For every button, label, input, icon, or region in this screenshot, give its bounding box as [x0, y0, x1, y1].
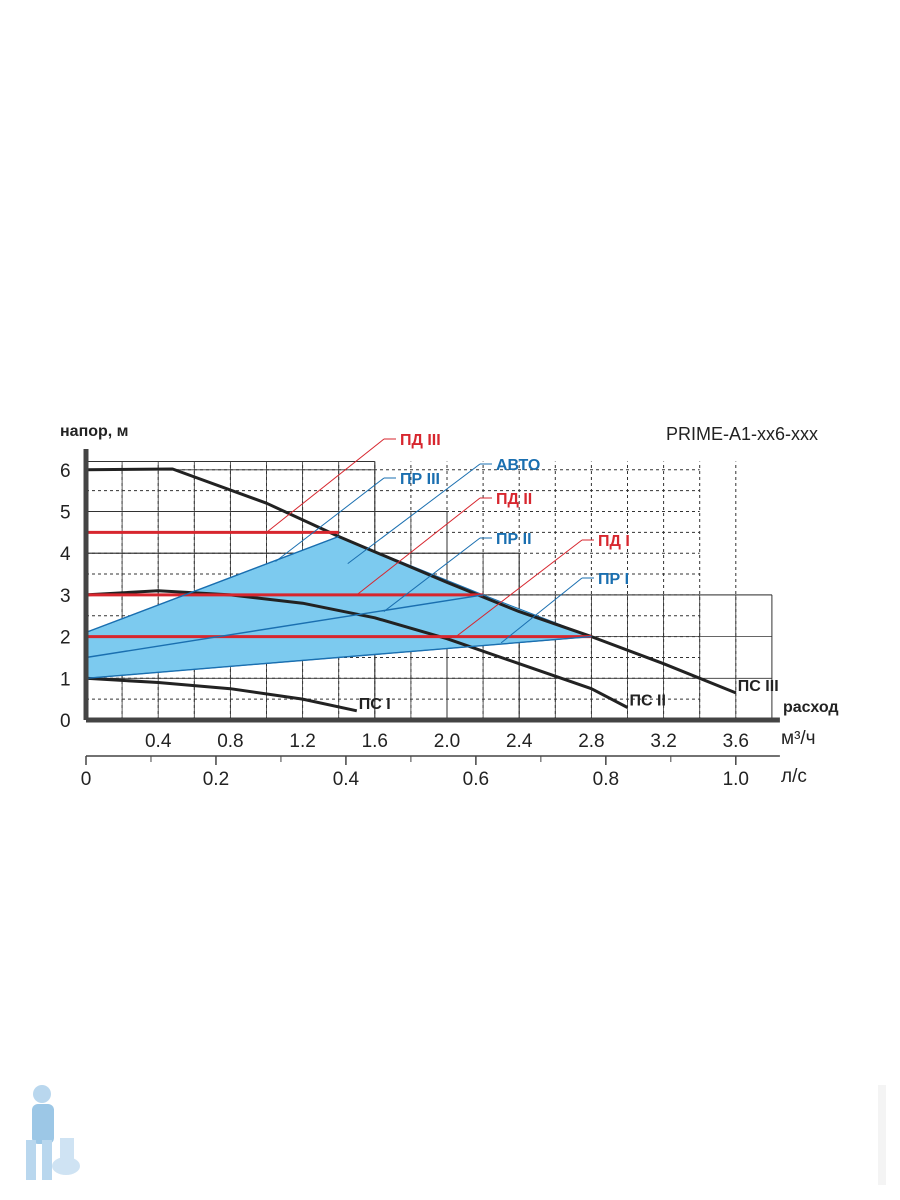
axes — [83, 448, 780, 757]
annotation-label: ПД II — [496, 491, 532, 508]
x-tick-label: 0.4 — [145, 731, 172, 752]
annotation-label: АВТО — [496, 457, 540, 474]
series-пс-i — [85, 676, 358, 713]
x2-tick-label: 0.4 — [333, 769, 360, 790]
annotation-leader — [266, 438, 385, 533]
annotation-leader — [347, 463, 481, 565]
y-tick-label: 2 — [60, 628, 71, 649]
x-tick-label: 2.8 — [578, 731, 604, 752]
watermark — [878, 1085, 886, 1185]
plumber-mascot-logo — [26, 1085, 80, 1180]
annotation-label: ПР III — [400, 471, 440, 488]
series-пр-ii — [85, 594, 484, 659]
annotation-leader — [500, 577, 583, 644]
annotation-leader — [383, 537, 481, 612]
x-tick-label: 3.2 — [650, 731, 676, 752]
x-tick-label: 3.6 — [723, 731, 749, 752]
annotation-label: ПД III — [400, 432, 441, 449]
annotation-leader — [356, 497, 481, 596]
series-пр-i — [85, 635, 592, 679]
annotation-label: ПД I — [598, 533, 630, 550]
y-tick-label: 6 — [60, 461, 71, 482]
series-label: ПС I — [359, 696, 391, 713]
chart-title: PRIME-A1-xx6-xxx — [666, 424, 818, 444]
x-axis-unit: м³/ч — [781, 728, 816, 749]
series-label: ПС III — [738, 678, 779, 695]
x2-tick-label: 0 — [81, 769, 92, 790]
y-tick-label: 0 — [60, 711, 71, 732]
x-tick-label: 1.6 — [362, 731, 388, 752]
x2-tick-label: 0.6 — [463, 769, 489, 790]
series-пс-ii — [85, 589, 629, 709]
series-пс-iii — [85, 467, 737, 695]
x2-tick-label: 0.2 — [203, 769, 229, 790]
x2-axis-unit: л/с — [781, 766, 807, 787]
y-tick-label: 5 — [60, 503, 71, 524]
x-tick-label: 2.4 — [506, 731, 533, 752]
tick-labels: 0 1 2 3 4 5 6 0.4 0.8 1.2 1.6 2.0 2.4 2.8 3.2 3.6 0 0.2 0.… — [60, 461, 749, 790]
series-lines: ПС III ПС II ПС I — [85, 467, 779, 713]
series-label: ПС II — [630, 692, 666, 709]
y-tick-label: 3 — [60, 586, 71, 607]
annotation-leader — [275, 477, 385, 562]
x2-tick-label: 0.8 — [593, 769, 619, 790]
annotation-leader — [455, 539, 583, 637]
y-axis-title: напор, м — [60, 423, 129, 440]
y-tick-label: 1 — [60, 669, 71, 690]
annotation-label: ПР I — [598, 571, 629, 588]
x2-tick-label: 1.0 — [723, 769, 749, 790]
series-пр-iii — [85, 535, 339, 634]
annotation-label: ПР II — [496, 531, 532, 548]
y-tick-label: 4 — [60, 544, 71, 565]
x-tick-label: 2.0 — [434, 731, 460, 752]
x-tick-label: 1.2 — [289, 731, 315, 752]
x-tick-label: 0.8 — [217, 731, 243, 752]
annotations: ПД III ПР III АВТО ПД II ПР II ПД I ПР I — [266, 432, 630, 644]
x-axis-title: расход — [783, 699, 839, 716]
